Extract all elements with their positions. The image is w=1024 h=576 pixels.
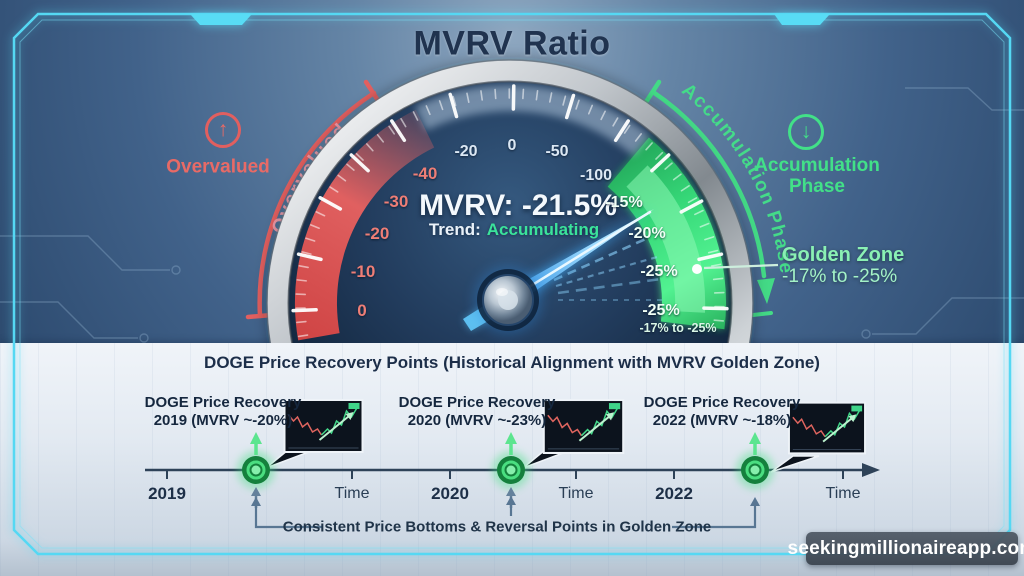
timeline-footnote: Consistent Price Bottoms & Reversal Poin…	[282, 518, 712, 536]
timeline-axis-ticks	[166, 470, 844, 479]
trend-prefix: Trend:	[428, 220, 481, 239]
overvalued-zone-band	[294, 109, 435, 341]
axis-time-label: Time	[825, 485, 861, 502]
tick-label: -30	[383, 192, 409, 211]
border-accent-left	[190, 14, 252, 25]
accumulation-phase-label: Accumulation Phase	[754, 155, 880, 197]
trend-value: Accumulating	[486, 220, 600, 239]
arrow-down-circle-icon: ↓	[788, 114, 824, 150]
axis-year-label: 2022	[655, 484, 693, 503]
gauge: Overvalued Accumulation Phase	[0, 57, 1024, 343]
event-markers	[237, 432, 774, 508]
golden-zone-callout: Golden Zone -17% to -25%	[782, 244, 905, 288]
tick-label: 0	[507, 137, 517, 154]
event-caption-line1: DOGE Price Recovery	[398, 394, 556, 411]
tick-label: -100	[579, 167, 613, 184]
axis-time-label: Time	[558, 485, 594, 502]
footnote-bracket-arrowheads	[251, 496, 760, 506]
event-caption: DOGE Price Recovery 2019 (MVRV ~-20%)	[145, 394, 302, 430]
accumulation-arc	[643, 79, 775, 317]
golden-zone-highlight	[626, 165, 706, 313]
tick-label: 0	[357, 301, 367, 320]
event-caption-line1: DOGE Price Recovery	[144, 394, 302, 411]
golden-zone-range: -17% to -25%	[782, 266, 898, 287]
event-thumbnails	[265, 399, 866, 473]
top-glow-band	[414, 85, 651, 156]
timeline-graphics	[145, 399, 880, 529]
timeline-axis-arrowhead	[862, 463, 880, 477]
arrow-down-glyph: ↓	[800, 120, 812, 143]
overvalued-label: Overvalued	[166, 156, 270, 178]
axis-year-label: 2020	[431, 484, 469, 503]
watermark-text: seekingmillionaireapp.com	[787, 537, 1024, 559]
gauge-ticks	[291, 84, 729, 338]
event-caption: DOGE Price Recovery 2022 (MVRV ~-18%)	[644, 394, 801, 430]
tick-label: -20	[364, 224, 390, 243]
tick-label: -40	[412, 164, 438, 183]
needle-motion-streaks	[553, 235, 663, 301]
arrow-down-head	[757, 278, 775, 304]
axis-time-label: Time	[334, 485, 370, 502]
inner-range-note: -17% to -25%	[639, 321, 717, 335]
border-accent-right	[774, 14, 830, 25]
arrow-up-glyph: ↑	[217, 118, 229, 141]
event-caption-line2: 2020 (MVRV ~-23%)	[407, 412, 547, 429]
tick-label: -20%	[628, 225, 666, 242]
golden-zone-connector	[703, 263, 779, 270]
golden-zone-title: Golden Zone	[782, 244, 905, 266]
tick-label: -20	[454, 143, 478, 160]
footnote-bracket	[254, 504, 757, 529]
watermark-badge: seekingmillionaireapp.com	[788, 532, 1024, 565]
event-caption: DOGE Price Recovery 2020 (MVRV ~-23%)	[399, 394, 556, 430]
golden-zone-dot	[692, 264, 702, 274]
event-caption-line1: DOGE Price Recovery	[643, 394, 801, 411]
tick-label: -10	[350, 262, 376, 281]
timeline-heading: DOGE Price Recovery Points (Historical A…	[204, 353, 820, 372]
tick-label: -25%	[640, 263, 678, 280]
circuit-traces	[0, 87, 1024, 343]
gauge-hub	[474, 266, 542, 334]
tick-label: -15%	[605, 194, 643, 211]
page-title: MVRV Ratio	[413, 24, 611, 63]
tick-label: -50	[545, 143, 569, 160]
arrow-up-circle-icon: ↑	[205, 112, 241, 148]
event-caption-line2: 2022 (MVRV ~-18%)	[652, 412, 792, 429]
trend-readout: Trend: Accumulating	[429, 220, 599, 240]
axis-year-label: 2019	[148, 484, 186, 503]
gauge-metal-ring	[267, 60, 753, 343]
event-caption-line2: 2019 (MVRV ~-20%)	[153, 412, 293, 429]
tick-label: -25%	[642, 302, 680, 319]
mvrv-value: MVRV: -21.5%	[419, 189, 617, 222]
